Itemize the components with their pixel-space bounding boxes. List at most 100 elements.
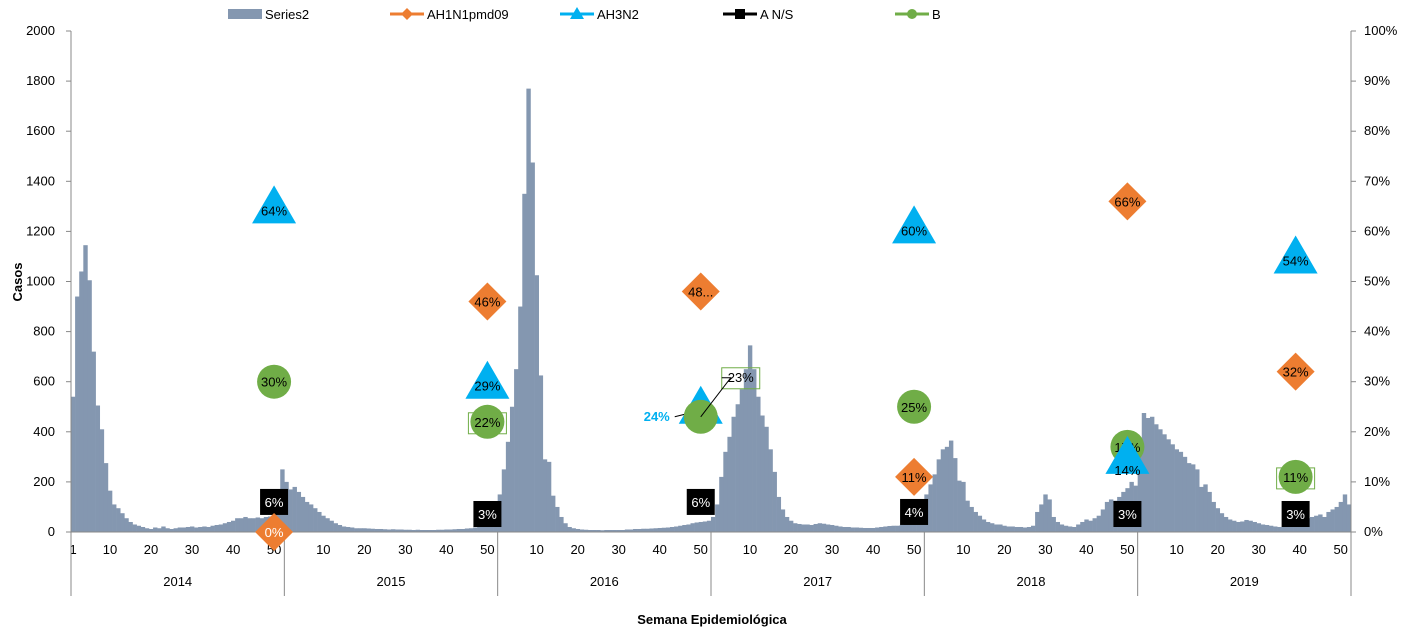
case-bar xyxy=(464,528,470,532)
case-bar xyxy=(575,528,581,532)
case-bar xyxy=(985,521,991,532)
marker-label: 30% xyxy=(261,375,287,390)
case-bar xyxy=(1158,429,1163,532)
case-bar xyxy=(637,528,642,532)
ah3n2-triangle-marker xyxy=(1273,235,1318,274)
case-bar xyxy=(788,520,794,532)
case-bar xyxy=(1174,449,1179,532)
marker-group: 11% xyxy=(895,457,934,496)
legend-label: AH3N2 xyxy=(597,7,639,22)
marker-group: 66% xyxy=(1108,182,1147,221)
marker-label: 66% xyxy=(1114,194,1140,209)
legend-circle-icon xyxy=(907,9,917,19)
y2-tick-label: 100% xyxy=(1364,23,1398,38)
case-bar xyxy=(202,526,207,532)
x-week-tick-label: 50 xyxy=(907,542,921,557)
case-bar xyxy=(460,528,466,532)
case-bar xyxy=(953,458,958,532)
case-bar xyxy=(895,525,901,532)
case-bar xyxy=(83,245,88,532)
case-bar xyxy=(903,524,909,532)
x-week-tick-label: 20 xyxy=(357,542,371,557)
case-bar xyxy=(1076,524,1081,532)
case-bar xyxy=(103,463,109,532)
case-bar xyxy=(641,528,646,532)
x-year-label: 2017 xyxy=(803,574,832,589)
marker-label: 3% xyxy=(1118,507,1137,522)
case-bar xyxy=(727,436,732,532)
ans-square-marker xyxy=(1281,501,1310,527)
marker-group: 11% xyxy=(1276,459,1316,494)
case-bar xyxy=(1047,499,1052,532)
case-bar xyxy=(916,518,921,532)
case-bar xyxy=(296,491,302,532)
case-bar xyxy=(522,193,527,532)
case-bar xyxy=(1334,506,1339,532)
legend-square-icon xyxy=(735,9,745,19)
case-bar xyxy=(239,518,244,532)
marker-label: 64% xyxy=(261,203,287,218)
y2-tick-label: 60% xyxy=(1364,223,1390,238)
case-bar xyxy=(756,396,761,532)
y2-tick-label: 80% xyxy=(1364,123,1390,138)
ans-square-marker xyxy=(1113,501,1142,527)
marker-label: 11% xyxy=(902,470,927,485)
y2-tick-label: 70% xyxy=(1364,173,1390,188)
x-week-tick-label: 30 xyxy=(1038,542,1052,557)
marker-group: 46% xyxy=(468,282,507,321)
case-bars xyxy=(71,88,1352,533)
case-bar xyxy=(579,529,585,532)
marker-group: 3% xyxy=(1281,501,1310,527)
legend-diamond-icon xyxy=(401,8,413,20)
case-bar xyxy=(333,523,338,532)
marker-group: 23% xyxy=(683,367,761,434)
case-bar xyxy=(825,524,831,532)
percent-markers: 64% 30% 6% 0% 46% 29% 22% 3% 48... 24% 23% 6% 60% 25%… xyxy=(252,182,1318,551)
y-tick-label: 400 xyxy=(33,424,55,439)
legend: Series2 AH1N1pmd09 AH3N2 A N/S B xyxy=(228,7,941,22)
x-week-tick-label: 40 xyxy=(866,542,880,557)
case-bar xyxy=(362,528,367,532)
x-week-tick-label: 30 xyxy=(825,542,839,557)
case-bar xyxy=(1096,515,1102,532)
case-bar xyxy=(157,528,162,532)
y-tick-label: 1200 xyxy=(26,223,55,238)
marker-group: 30% xyxy=(257,364,292,399)
case-bar xyxy=(739,389,745,532)
ah1n1-diamond-marker xyxy=(895,457,934,496)
case-bar xyxy=(797,523,802,532)
case-bar xyxy=(432,530,437,532)
case-bar xyxy=(1067,526,1073,532)
case-bar xyxy=(1043,494,1048,532)
x-week-tick-label: 50 xyxy=(1120,542,1134,557)
case-bar xyxy=(206,526,211,532)
case-bar xyxy=(456,528,462,532)
marker-label: 4% xyxy=(905,505,924,520)
case-bar xyxy=(612,530,617,532)
case-bar xyxy=(255,517,261,532)
case-bar xyxy=(653,528,658,532)
case-bar xyxy=(628,529,634,532)
case-bar xyxy=(391,529,396,532)
marker-group: 0% xyxy=(255,513,294,551)
case-bar xyxy=(1211,501,1216,532)
axes: 0 200 400 600 800 1000 1200 1400 1600 1800 2000 0% 1… xyxy=(26,23,1398,596)
x-week-tick-label: 40 xyxy=(1292,542,1306,557)
case-bar xyxy=(1084,519,1089,532)
case-bar xyxy=(768,449,773,532)
case-bar xyxy=(1186,463,1192,532)
case-bar xyxy=(760,415,765,532)
case-bar xyxy=(821,523,827,532)
case-bar xyxy=(1215,508,1221,532)
y2-tick-label: 0% xyxy=(1364,524,1383,539)
case-bar xyxy=(354,528,359,532)
case-bar xyxy=(620,530,626,532)
x-week-tick-label: 20 xyxy=(144,542,158,557)
y-tick-label: 1000 xyxy=(26,274,55,289)
y2-tick-label: 90% xyxy=(1364,73,1390,88)
case-bar xyxy=(366,528,371,532)
case-bar xyxy=(596,530,601,532)
marker-group: 4% xyxy=(900,498,929,525)
case-bar xyxy=(559,516,564,532)
ans-square-marker xyxy=(473,501,502,527)
